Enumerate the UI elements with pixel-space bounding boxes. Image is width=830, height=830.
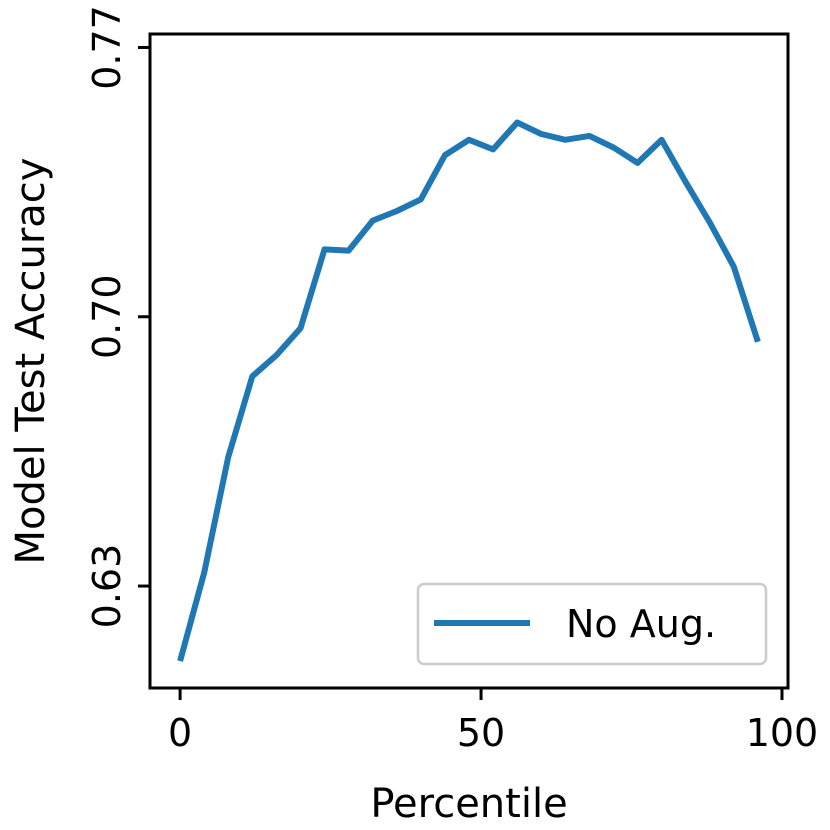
y-axis-ticks: 0.63 0.70 0.77 [85,5,150,628]
legend: No Aug. [416,582,768,666]
x-tick-label: 100 [746,711,819,755]
plot-frame [148,32,790,690]
x-tick-label: 0 [168,711,192,755]
x-tick-label: 50 [457,711,505,755]
series-line-0 [177,119,761,662]
x-axis-ticks: 0 50 100 [168,688,818,755]
series-lines [177,119,761,662]
legend-label-no-aug: No Aug. [566,602,716,646]
y-tick-label: 0.63 [85,544,129,629]
x-axis-label: Percentile [370,781,567,827]
y-tick-label: 0.70 [85,274,129,359]
legend-box [416,582,768,666]
y-axis-label: Model Test Accuracy [8,158,54,565]
y-tick-label: 0.77 [85,5,129,90]
